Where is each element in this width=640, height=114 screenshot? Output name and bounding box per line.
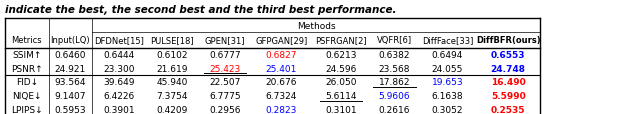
Text: LPIPS↓: LPIPS↓: [11, 105, 43, 114]
Text: 39.649: 39.649: [103, 78, 134, 87]
Text: VQFR[6]: VQFR[6]: [377, 36, 412, 45]
Text: SSIM↑: SSIM↑: [12, 50, 42, 59]
Text: 0.6827: 0.6827: [266, 50, 297, 59]
Text: 0.6460: 0.6460: [54, 50, 86, 59]
Text: FID↓: FID↓: [16, 78, 38, 87]
Text: 16.490: 16.490: [491, 78, 525, 87]
Text: 93.564: 93.564: [54, 78, 86, 87]
Text: 0.6777: 0.6777: [209, 50, 241, 59]
Text: 24.596: 24.596: [325, 64, 356, 73]
Text: 23.568: 23.568: [379, 64, 410, 73]
Text: 24.055: 24.055: [431, 64, 463, 73]
Text: 45.940: 45.940: [156, 78, 188, 87]
Text: 0.6382: 0.6382: [379, 50, 410, 59]
Text: DiffFace[33]: DiffFace[33]: [422, 36, 473, 45]
Text: 6.7324: 6.7324: [266, 91, 297, 100]
Text: 0.2535: 0.2535: [491, 105, 525, 114]
Text: 22.507: 22.507: [209, 78, 241, 87]
Text: 25.423: 25.423: [209, 64, 241, 73]
Text: GFPGAN[29]: GFPGAN[29]: [255, 36, 307, 45]
Text: 6.4226: 6.4226: [103, 91, 134, 100]
Text: 0.2956: 0.2956: [209, 105, 241, 114]
Text: GPEN[31]: GPEN[31]: [205, 36, 245, 45]
Text: 0.6213: 0.6213: [325, 50, 356, 59]
Text: 0.6444: 0.6444: [103, 50, 134, 59]
Text: 21.619: 21.619: [156, 64, 188, 73]
Text: 23.300: 23.300: [103, 64, 134, 73]
Text: 0.2823: 0.2823: [266, 105, 297, 114]
Text: 0.3052: 0.3052: [431, 105, 463, 114]
Text: PSFRGAN[2]: PSFRGAN[2]: [315, 36, 367, 45]
Text: NIQE↓: NIQE↓: [12, 91, 42, 100]
Text: 0.4209: 0.4209: [156, 105, 188, 114]
Text: 0.3901: 0.3901: [103, 105, 134, 114]
Text: 9.1407: 9.1407: [54, 91, 86, 100]
Text: 0.6553: 0.6553: [491, 50, 525, 59]
Text: 6.1638: 6.1638: [431, 91, 463, 100]
Text: 0.6494: 0.6494: [431, 50, 463, 59]
Text: 24.748: 24.748: [491, 64, 525, 73]
Text: 19.653: 19.653: [431, 78, 463, 87]
Text: 26.050: 26.050: [325, 78, 356, 87]
Text: 5.9606: 5.9606: [379, 91, 410, 100]
Text: Methods: Methods: [297, 21, 335, 30]
Text: 5.6114: 5.6114: [325, 91, 356, 100]
Text: Input(LQ): Input(LQ): [51, 36, 90, 45]
Text: 24.921: 24.921: [55, 64, 86, 73]
Text: PSNR↑: PSNR↑: [11, 64, 43, 73]
Text: 17.862: 17.862: [379, 78, 410, 87]
Text: 0.5953: 0.5953: [54, 105, 86, 114]
Text: 0.6102: 0.6102: [156, 50, 188, 59]
Text: 6.7775: 6.7775: [209, 91, 241, 100]
Text: 20.676: 20.676: [266, 78, 297, 87]
Text: DiffBFR(ours): DiffBFR(ours): [476, 36, 540, 45]
Text: 5.5990: 5.5990: [491, 91, 525, 100]
Text: indicate the best, the second best and the third best performance.: indicate the best, the second best and t…: [5, 5, 397, 15]
Text: 0.2616: 0.2616: [379, 105, 410, 114]
Text: PULSE[18]: PULSE[18]: [150, 36, 194, 45]
Text: DFDNet[15]: DFDNet[15]: [94, 36, 143, 45]
Text: 25.401: 25.401: [266, 64, 297, 73]
Text: Metrics: Metrics: [12, 36, 42, 45]
Text: 0.3101: 0.3101: [325, 105, 356, 114]
Text: 7.3754: 7.3754: [156, 91, 188, 100]
